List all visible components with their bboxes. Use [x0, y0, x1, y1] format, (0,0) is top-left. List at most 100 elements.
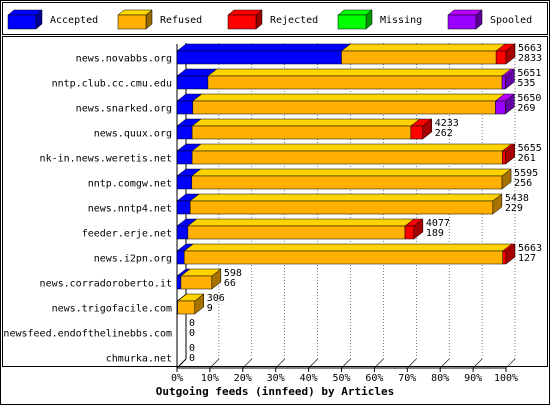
- swatch-front: [447, 14, 477, 30]
- value-label-offered: 5650: [517, 93, 541, 104]
- bar-segment: [501, 143, 516, 165]
- bar-segment: [191, 118, 421, 140]
- bar-front: [176, 50, 342, 65]
- grid-floor: [275, 358, 285, 369]
- y-tick-label: nntp.club.cc.cmu.edu: [52, 79, 172, 90]
- y-tick-label: news.quux.org: [94, 129, 172, 140]
- grid-floor: [505, 358, 516, 369]
- value-label-offered: 4233: [435, 118, 459, 129]
- bar-front: [176, 275, 182, 290]
- bar-front: [192, 100, 496, 115]
- bar-segment: [176, 43, 352, 65]
- bar-front: [502, 150, 506, 165]
- x-tick-label: 90%: [464, 373, 482, 384]
- bar-segment: [176, 143, 202, 165]
- bar-segment: [176, 193, 200, 215]
- bar-segment: [189, 193, 503, 215]
- value-label-offered: 5595: [514, 168, 538, 179]
- grid-floor: [341, 358, 351, 369]
- legend-label: Missing: [380, 15, 422, 26]
- legend-swatch: [7, 9, 43, 30]
- swatch-front: [117, 14, 147, 30]
- value-label-offered: 5438: [505, 193, 529, 204]
- bar-segment: [176, 68, 218, 90]
- x-tick-label: 100%: [494, 373, 518, 384]
- x-tick-label: 50%: [332, 373, 350, 384]
- y-tick-label: chmurka.net: [106, 354, 172, 365]
- bar-front: [189, 200, 494, 215]
- value-label-accepted: 0: [189, 353, 195, 364]
- bar-front: [191, 175, 503, 190]
- bar-side: [505, 43, 516, 65]
- x-tick-label: 60%: [365, 373, 383, 384]
- y-tick-label: news.corradoroberto.it: [40, 279, 172, 290]
- value-label-accepted: 0: [189, 328, 195, 339]
- y-tick-label: news.i2pn.org: [94, 254, 172, 265]
- value-label-offered: 306: [207, 293, 225, 304]
- bar-top: [191, 168, 512, 177]
- bar-top: [183, 243, 513, 252]
- bar-segment: [340, 43, 506, 65]
- y-tick-label: newsfeed.endofthelinebbs.com: [3, 329, 172, 340]
- bar-top: [176, 43, 352, 52]
- bar-front: [177, 300, 196, 315]
- bar-front: [207, 75, 503, 90]
- x-tick-label: 70%: [398, 373, 416, 384]
- bar-side: [492, 193, 503, 215]
- y-tick-label: news.trigofacile.com: [52, 304, 172, 315]
- value-label-offered: 0: [189, 318, 195, 329]
- y-tick-label: news.nntp4.net: [88, 204, 172, 215]
- bar-front: [404, 225, 415, 240]
- grid-floor: [242, 358, 253, 369]
- bar-segment: [207, 68, 512, 90]
- value-label-accepted: 262: [435, 128, 453, 139]
- value-label-offered: 5663: [518, 43, 542, 54]
- bar-top: [192, 93, 506, 102]
- bar-segment: [191, 168, 512, 190]
- bar-front: [176, 75, 209, 90]
- x-tick-label: 10%: [201, 373, 219, 384]
- grid-floor: [176, 358, 187, 369]
- bar-segment: [191, 143, 513, 165]
- legend-swatch: [117, 9, 153, 30]
- bar-top: [340, 43, 506, 52]
- bar-segment: [176, 93, 203, 115]
- bar-side: [505, 93, 515, 115]
- bar-front: [176, 150, 193, 165]
- bar-front: [187, 225, 406, 240]
- swatch-front: [227, 14, 257, 30]
- plot-box: [2, 36, 548, 367]
- x-tick-label: 20%: [234, 373, 252, 384]
- value-label-offered: 598: [224, 268, 242, 279]
- value-label-accepted: 256: [514, 178, 532, 189]
- y-tick-label: news.novabbs.org: [76, 54, 172, 65]
- legend-swatch: [227, 9, 263, 30]
- bar-front: [183, 250, 503, 265]
- value-label-accepted: 9: [207, 303, 213, 314]
- legend-swatch: [447, 9, 483, 30]
- bar-front: [341, 50, 497, 65]
- bar-side: [505, 143, 515, 165]
- legend-label: Spooled: [490, 15, 532, 26]
- y-tick-label: nk-in.news.weretis.net: [40, 154, 172, 165]
- bar-segment: [187, 218, 415, 240]
- bar-segment: [404, 218, 424, 240]
- bar-front: [180, 275, 213, 290]
- x-tick-label: 40%: [300, 373, 318, 384]
- bar-side: [422, 118, 433, 140]
- bar-front: [176, 250, 185, 265]
- bar-front: [495, 50, 507, 65]
- bar-side: [413, 218, 424, 240]
- value-label-offered: 5655: [518, 143, 542, 154]
- value-label-accepted: 261: [518, 153, 536, 164]
- x-tick-label: 30%: [267, 373, 285, 384]
- grid-floor: [472, 358, 483, 369]
- legend-label: Rejected: [270, 15, 318, 26]
- chart-title: Outgoing feeds (innfeed) by Articles: [156, 385, 394, 398]
- legend-label: Accepted: [50, 15, 98, 26]
- bar-front: [176, 100, 194, 115]
- value-label-accepted: 66: [224, 278, 236, 289]
- grid-floor: [374, 358, 384, 369]
- bar-segment: [183, 243, 513, 265]
